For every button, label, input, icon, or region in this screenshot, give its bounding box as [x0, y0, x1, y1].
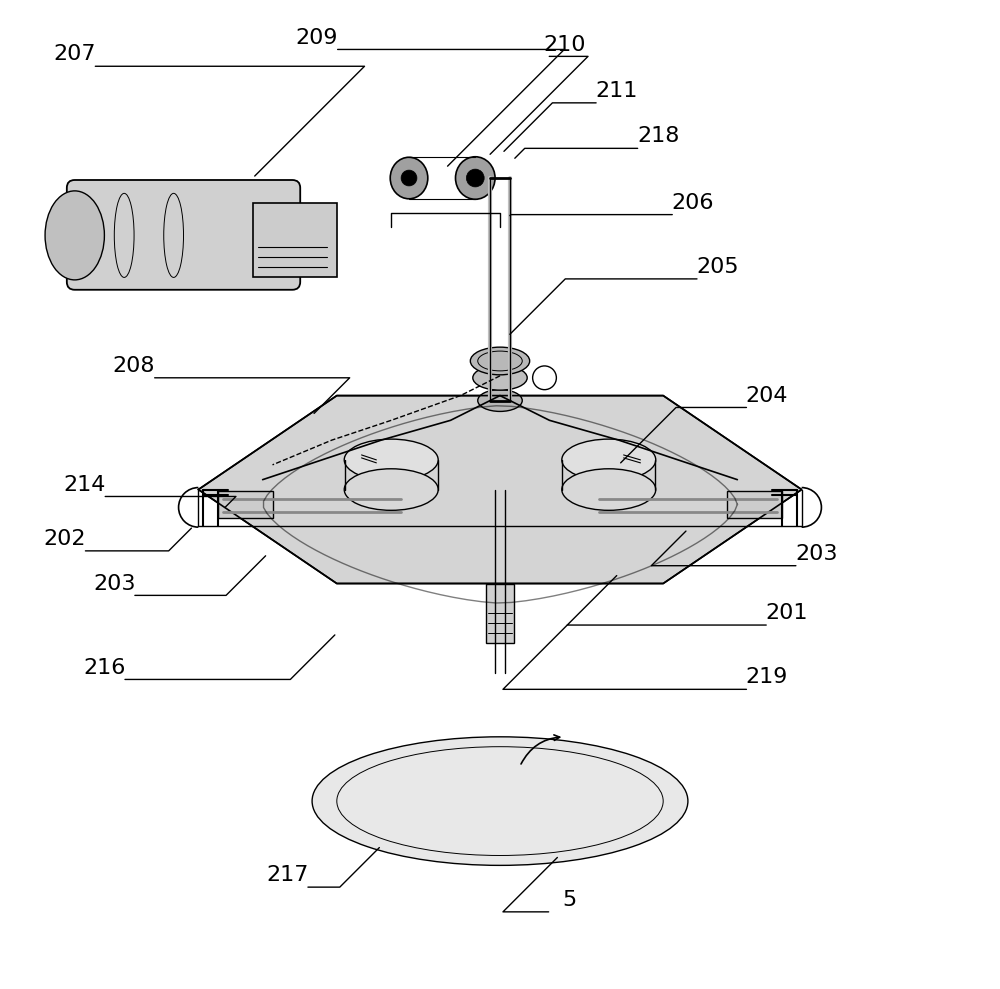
Ellipse shape	[455, 156, 495, 200]
Text: 211: 211	[596, 81, 638, 101]
Text: 204: 204	[746, 386, 788, 405]
Ellipse shape	[344, 469, 438, 510]
Text: 216: 216	[83, 658, 126, 677]
Ellipse shape	[45, 191, 104, 280]
FancyBboxPatch shape	[67, 180, 300, 290]
Text: 219: 219	[746, 668, 788, 687]
Ellipse shape	[312, 737, 688, 865]
Circle shape	[401, 170, 417, 186]
Text: 206: 206	[672, 193, 714, 213]
Ellipse shape	[478, 390, 522, 411]
Text: 218: 218	[637, 127, 679, 146]
Text: 209: 209	[296, 28, 338, 47]
Text: 5: 5	[562, 890, 576, 910]
Text: 202: 202	[44, 529, 86, 549]
Text: 203: 203	[795, 544, 838, 564]
Text: 201: 201	[766, 603, 808, 623]
Ellipse shape	[470, 347, 530, 375]
Text: 207: 207	[53, 45, 96, 64]
FancyBboxPatch shape	[253, 203, 337, 277]
Ellipse shape	[562, 439, 656, 481]
Text: 214: 214	[63, 475, 106, 494]
FancyBboxPatch shape	[218, 491, 273, 518]
Polygon shape	[198, 396, 802, 584]
Ellipse shape	[562, 469, 656, 510]
Text: 203: 203	[93, 574, 136, 593]
Ellipse shape	[390, 157, 428, 199]
Ellipse shape	[344, 439, 438, 481]
Text: 205: 205	[696, 257, 739, 277]
FancyBboxPatch shape	[727, 491, 782, 518]
Circle shape	[466, 169, 484, 187]
FancyBboxPatch shape	[486, 584, 514, 643]
Ellipse shape	[473, 366, 527, 391]
Text: 210: 210	[543, 35, 586, 54]
Text: 208: 208	[113, 356, 155, 376]
Text: 217: 217	[266, 865, 309, 885]
